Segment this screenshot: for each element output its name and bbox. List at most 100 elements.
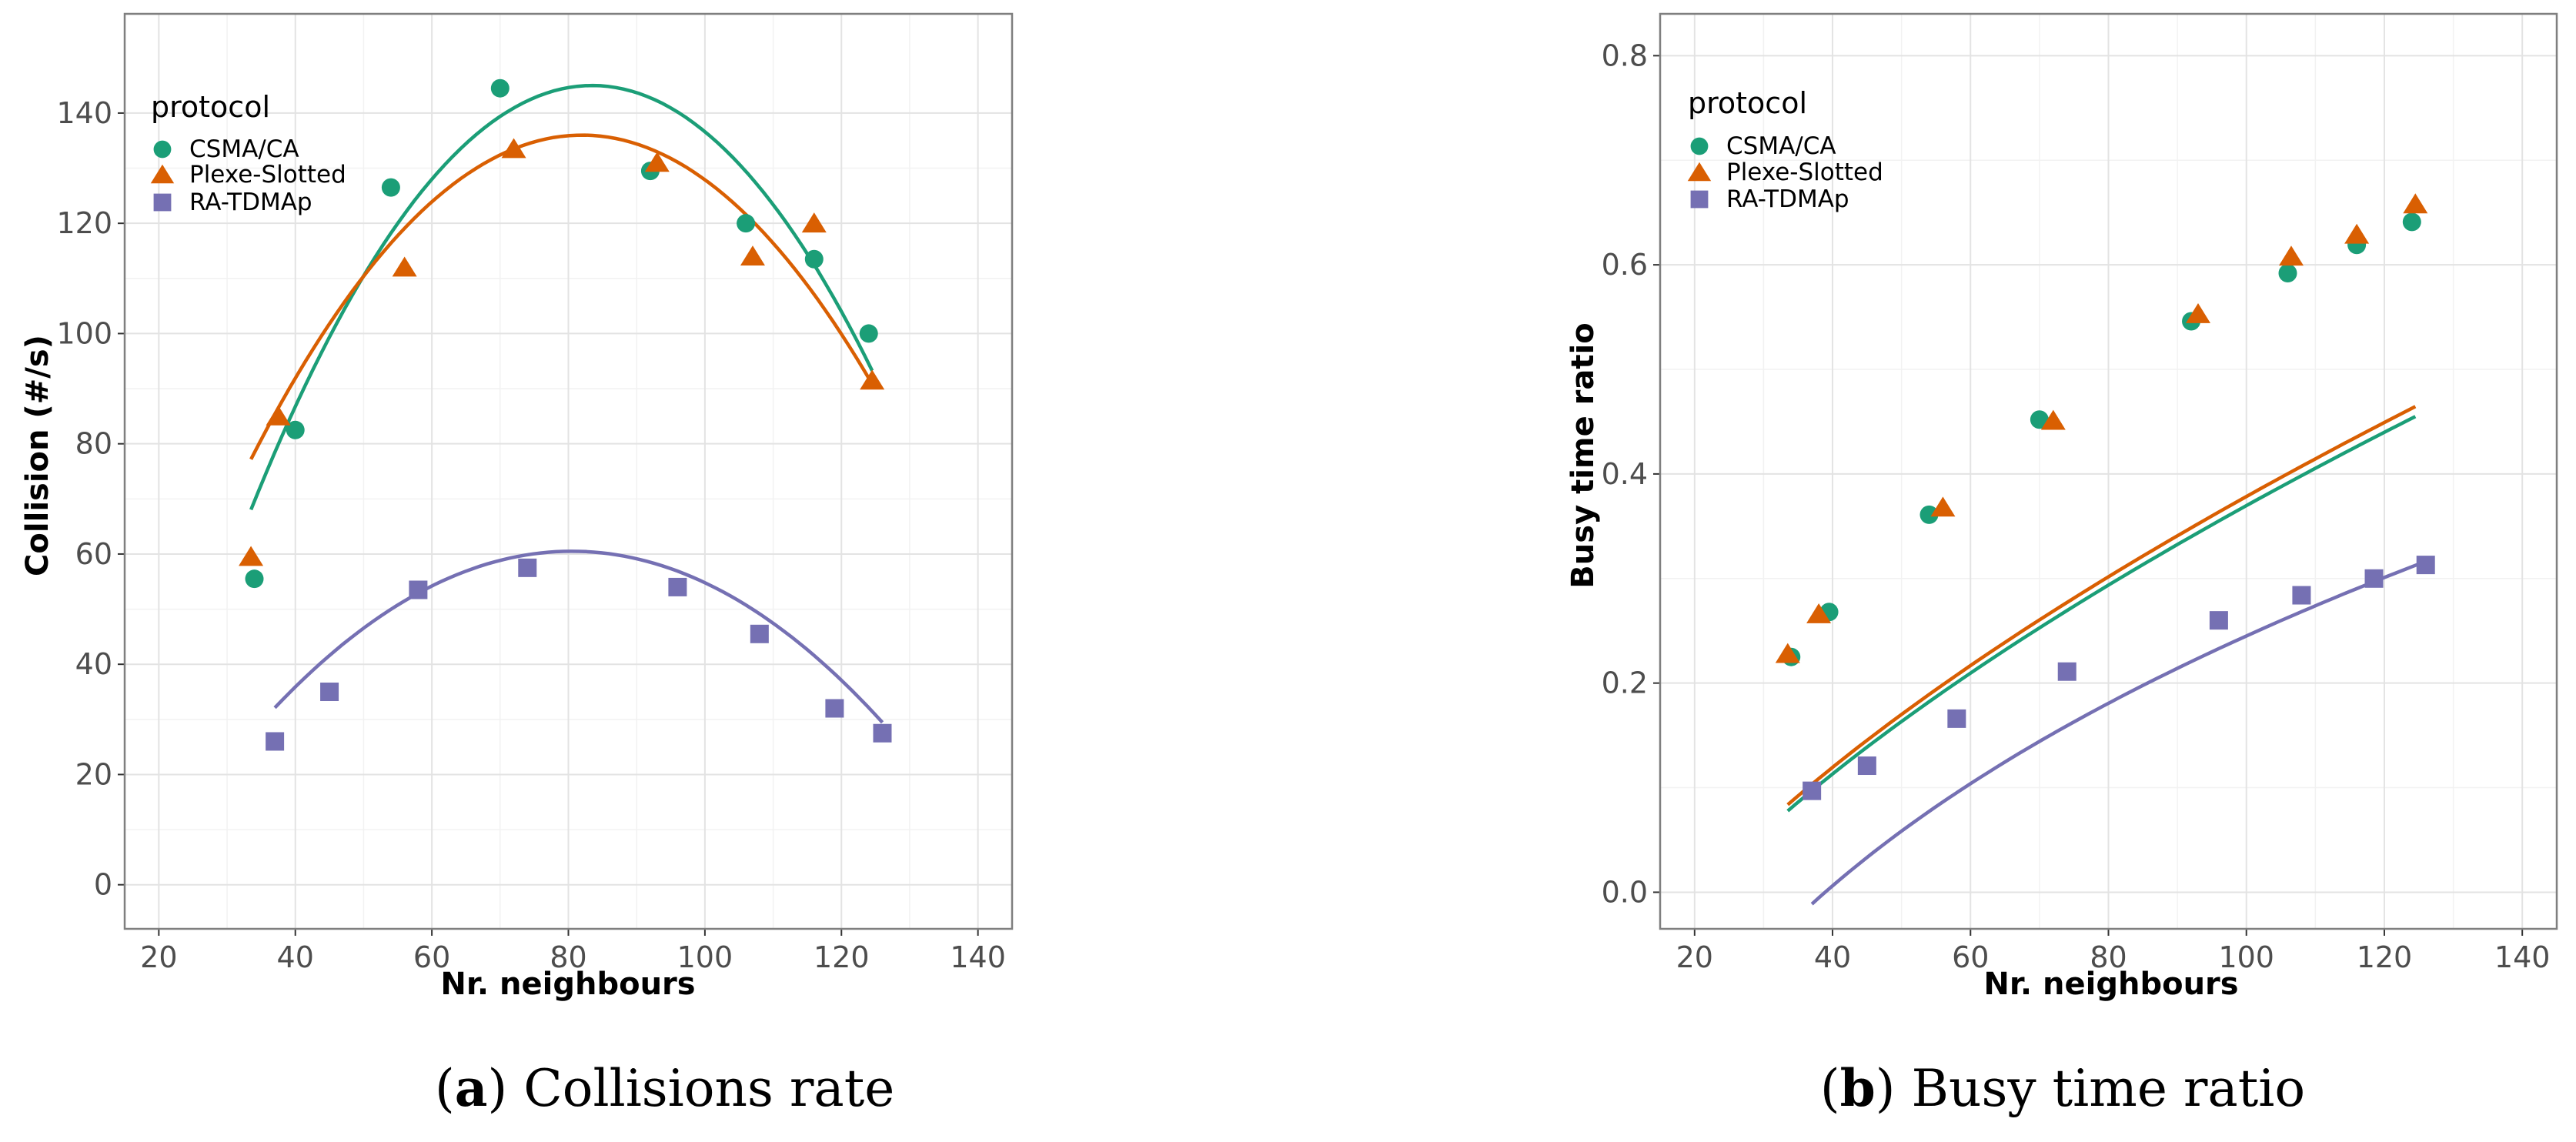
panel-border bbox=[1659, 12, 2558, 930]
x-tick-label: 80 bbox=[2090, 940, 2127, 974]
point-plexe bbox=[2040, 409, 2066, 430]
point-csma bbox=[245, 569, 264, 589]
y-tick-label: 0.4 bbox=[1602, 457, 1648, 491]
legend-title-b: protocol bbox=[1688, 86, 1807, 120]
legend-key-plexe-b bbox=[1687, 162, 1712, 182]
panel-border bbox=[123, 12, 1014, 930]
legend-label-ratdma-b: RA-TDMAp bbox=[1726, 185, 1849, 213]
point-plexe bbox=[2278, 245, 2304, 266]
y-axis-label-b: Busy time ratio bbox=[1565, 322, 1601, 588]
x-axis-label-a: Nr. neighbours bbox=[440, 967, 695, 1002]
point-csma bbox=[804, 249, 824, 269]
point-ratdma bbox=[750, 624, 769, 643]
point-plexe bbox=[740, 245, 765, 266]
point-ratdma bbox=[873, 723, 892, 743]
x-tick-label: 120 bbox=[2357, 940, 2413, 974]
chart-a: 20 40 60 80 100 120 140 0 20 40 60 80 100 120 140 Nr. … bbox=[20, 12, 1014, 1118]
x-tick-label: 40 bbox=[277, 940, 314, 974]
point-plexe bbox=[1806, 603, 1832, 623]
x-tick-label: 60 bbox=[413, 940, 450, 974]
point-ratdma bbox=[1803, 781, 1822, 800]
caption-b: (b) Busy time ratio bbox=[1820, 1058, 2305, 1118]
y-tick-label: 20 bbox=[75, 757, 112, 791]
x-tick-label: 140 bbox=[2494, 940, 2551, 974]
fit-line-ratdma bbox=[273, 549, 884, 724]
x-tick-label: 60 bbox=[1952, 940, 1989, 974]
caption-letter-b: b bbox=[1840, 1058, 1876, 1118]
legend-marker-csma bbox=[153, 140, 172, 159]
caption-letter-a: a bbox=[455, 1058, 488, 1118]
point-csma bbox=[2278, 263, 2297, 282]
point-ratdma bbox=[668, 577, 687, 596]
x-tick-label: 80 bbox=[550, 940, 586, 974]
legend-marker-plexe bbox=[1687, 162, 1712, 182]
point-plexe bbox=[2344, 223, 2370, 244]
point-plexe bbox=[239, 546, 264, 566]
x-tick-label: 100 bbox=[2218, 940, 2274, 974]
x-tick-label: 120 bbox=[814, 940, 870, 974]
legend-marker-csma bbox=[1690, 137, 1709, 155]
point-plexe bbox=[501, 138, 526, 159]
point-ratdma bbox=[2364, 569, 2384, 588]
legend-label-plexe-b: Plexe-Slotted bbox=[1726, 159, 1883, 186]
legend-key-ratdma-b bbox=[1690, 190, 1709, 209]
point-ratdma bbox=[2416, 556, 2435, 575]
y-tick-label: 0.2 bbox=[1602, 666, 1648, 700]
legend-label-csma-a: CSMA/CA bbox=[189, 135, 299, 163]
legend-marker-plexe bbox=[150, 164, 175, 184]
y-tick-label: 140 bbox=[56, 96, 112, 130]
point-ratdma bbox=[518, 558, 537, 577]
point-plexe bbox=[801, 212, 827, 233]
point-csma bbox=[490, 78, 510, 98]
fit-line-csma bbox=[1786, 415, 2417, 813]
y-tick-label: 0 bbox=[94, 868, 112, 902]
point-plexe bbox=[266, 405, 291, 426]
point-ratdma bbox=[825, 699, 844, 718]
caption-text-b: Busy time ratio bbox=[1911, 1059, 2305, 1118]
legend-label-csma-b: CSMA/CA bbox=[1726, 132, 1836, 160]
y-tick-label: 40 bbox=[75, 647, 112, 681]
legend-a: protocol CSMA/CA Plexe-Slotted RA-TDMAp bbox=[150, 90, 346, 216]
legend-key-csma-a bbox=[153, 140, 172, 159]
point-csma bbox=[286, 420, 305, 439]
x-axis-label-b: Nr. neighbours bbox=[1983, 967, 2238, 1002]
legend-label-plexe-a: Plexe-Slotted bbox=[189, 161, 346, 189]
point-plexe bbox=[1775, 643, 1800, 663]
legend-marker-ratdma bbox=[1690, 190, 1709, 209]
point-plexe bbox=[392, 256, 417, 277]
plot-area-b: 20 40 60 80 100 120 140 0.0 0.2 0.4 0.6 0.8 bbox=[1602, 12, 2558, 974]
plot-area-a: 20 40 60 80 100 120 140 0 20 40 60 80 100 120 140 bbox=[56, 12, 1014, 974]
point-csma bbox=[859, 324, 878, 343]
x-tick-label: 20 bbox=[140, 940, 177, 974]
x-tick-label: 20 bbox=[1676, 940, 1713, 974]
point-ratdma bbox=[2292, 586, 2311, 605]
point-ratdma bbox=[1857, 756, 1876, 776]
legend-b: protocol CSMA/CA Plexe-Slotted RA-TDMAp bbox=[1687, 86, 1883, 213]
y-tick-label: 60 bbox=[75, 537, 112, 571]
point-csma bbox=[1919, 505, 1939, 524]
point-csma bbox=[381, 178, 400, 197]
point-plexe bbox=[2186, 302, 2210, 323]
point-plexe bbox=[860, 369, 885, 390]
legend-marker-ratdma bbox=[153, 193, 172, 212]
fit-line-plexe bbox=[249, 133, 874, 460]
point-csma bbox=[2402, 212, 2421, 232]
legend-label-ratdma-a: RA-TDMAp bbox=[189, 189, 312, 216]
caption-text-a: Collisions rate bbox=[523, 1059, 894, 1118]
y-tick-label: 100 bbox=[56, 316, 112, 350]
x-tick-label: 40 bbox=[1814, 940, 1851, 974]
caption-a: (a) Collisions rate bbox=[435, 1058, 894, 1118]
legend-key-csma-b bbox=[1690, 137, 1709, 155]
point-ratdma bbox=[2057, 662, 2077, 681]
point-plexe bbox=[1930, 496, 1956, 517]
point-csma bbox=[737, 214, 756, 233]
point-ratdma bbox=[1947, 709, 1966, 728]
x-tick-label: 140 bbox=[950, 940, 1006, 974]
legend-key-plexe-a bbox=[150, 164, 175, 184]
point-plexe bbox=[644, 152, 670, 172]
point-ratdma bbox=[266, 732, 285, 751]
legend-title-a: protocol bbox=[151, 90, 270, 124]
fit-line-plexe bbox=[1786, 405, 2417, 806]
y-tick-label: 80 bbox=[75, 427, 112, 461]
